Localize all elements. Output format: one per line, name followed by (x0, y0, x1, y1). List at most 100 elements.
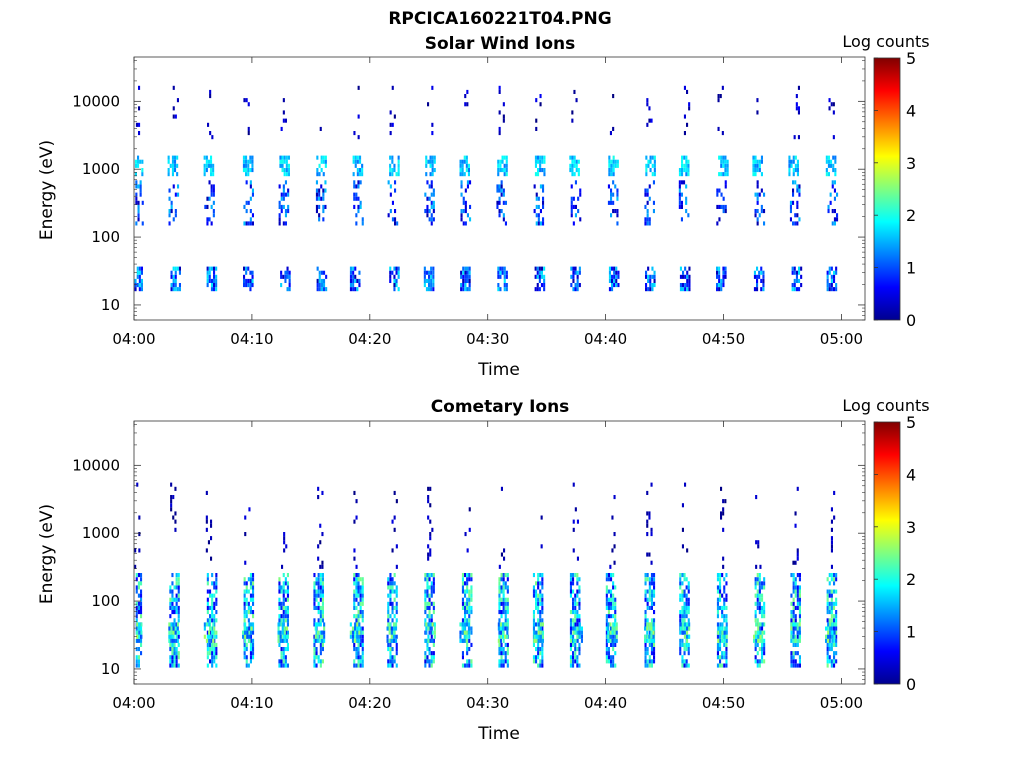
heatmap-cell (678, 180, 681, 185)
heatmap-cell (459, 168, 462, 173)
heatmap-cell (506, 585, 509, 590)
heatmap-cell (828, 659, 831, 664)
heatmap-cell (577, 168, 580, 173)
heatmap-cell (428, 597, 431, 602)
heatmap-cell (355, 597, 358, 602)
heatmap-cell (571, 172, 574, 177)
heatmap-cell (539, 589, 542, 594)
heatmap-cell (571, 168, 574, 173)
heatmap-cell (679, 610, 682, 615)
heatmap-cell (387, 605, 390, 610)
heatmap-cells (134, 482, 838, 668)
heatmap-cell (387, 180, 390, 185)
heatmap-cell (277, 622, 280, 627)
heatmap-cell (680, 192, 683, 197)
heatmap-cell (720, 159, 723, 164)
heatmap-cell (356, 159, 359, 164)
colorbar-tick-label: 5 (906, 413, 916, 432)
heatmap-cell (353, 601, 356, 606)
heatmap-cell (721, 614, 724, 619)
heatmap-cell (389, 155, 392, 160)
heatmap-cell (429, 532, 432, 537)
heatmap-cell (646, 122, 649, 127)
heatmap-cell (716, 622, 719, 627)
heatmap-cell (792, 622, 795, 627)
heatmap-cell (615, 626, 618, 631)
heatmap-cell (461, 581, 464, 586)
heatmap-cell (761, 655, 764, 660)
heatmap-cell (249, 642, 252, 647)
heatmap-cell (356, 630, 359, 635)
heatmap-cell (685, 168, 688, 173)
heatmap-cell (322, 172, 325, 177)
heatmap-cell (718, 287, 721, 292)
heatmap-cell (397, 168, 400, 173)
heatmap-cell (644, 188, 647, 193)
heatmap-cell (428, 585, 431, 590)
heatmap-cell (572, 482, 575, 487)
heatmap-cell (319, 585, 322, 590)
heatmap-cell (315, 581, 318, 586)
heatmap-cell (245, 614, 248, 619)
heatmap-cell (205, 519, 208, 524)
heatmap-cell (722, 564, 725, 569)
heatmap-cell (798, 266, 801, 271)
colorbar-label: Log counts (842, 396, 929, 415)
heatmap-cell (685, 200, 688, 205)
heatmap-cell (649, 168, 652, 173)
heatmap-cell (498, 601, 501, 606)
heatmap-cell (614, 634, 617, 639)
heatmap-cell (679, 283, 682, 288)
heatmap-cell (213, 278, 216, 283)
heatmap-cell (465, 638, 468, 643)
heatmap-cell (252, 601, 255, 606)
heatmap-cell (395, 651, 398, 656)
heatmap-cell (210, 278, 213, 283)
heatmap-cell (649, 287, 652, 292)
heatmap-cell (648, 552, 651, 557)
heatmap-cell (352, 155, 355, 160)
heatmap-cell (569, 638, 572, 643)
heatmap-cell (653, 278, 656, 283)
heatmap-cell (464, 221, 467, 226)
heatmap-cell (313, 651, 316, 656)
heatmap-cell (753, 634, 756, 639)
heatmap-cell (827, 159, 830, 164)
heatmap-cell (725, 659, 728, 664)
heatmap-cell (835, 614, 838, 619)
heatmap-cell (502, 102, 505, 107)
heatmap-cell (613, 622, 616, 627)
heatmap-cell (320, 159, 323, 164)
heatmap-cell (717, 630, 720, 635)
heatmap-cell (797, 85, 800, 90)
heatmap-cell (171, 642, 174, 647)
heatmap-cell (612, 642, 615, 647)
heatmap-cell (719, 94, 722, 99)
heatmap-cell (209, 94, 212, 99)
heatmap-cell (171, 581, 174, 586)
heatmap-cell (503, 548, 506, 553)
heatmap-cell (645, 168, 648, 173)
heatmap-cell (499, 287, 502, 292)
heatmap-cell (395, 585, 398, 590)
heatmap-cell (432, 204, 435, 209)
heatmap-cell (245, 180, 248, 185)
heatmap-cell (541, 663, 544, 668)
heatmap-cell (505, 172, 508, 177)
heatmap-cell (391, 155, 394, 160)
colorbar-tick-label: 0 (906, 675, 916, 694)
heatmap-cell (721, 638, 724, 643)
heatmap-cell (721, 573, 724, 578)
heatmap-cell (758, 601, 761, 606)
heatmap-cell (245, 209, 248, 214)
heatmap-cell (393, 515, 396, 520)
heatmap-cell (429, 503, 432, 508)
heatmap-cell (826, 626, 829, 631)
heatmap-cell (789, 200, 792, 205)
heatmap-cell (798, 626, 801, 631)
heatmap-cell (790, 659, 793, 664)
heatmap-cell (688, 102, 691, 107)
heatmap-cell (835, 589, 838, 594)
heatmap-cell (213, 659, 216, 664)
heatmap-cell (576, 593, 579, 598)
